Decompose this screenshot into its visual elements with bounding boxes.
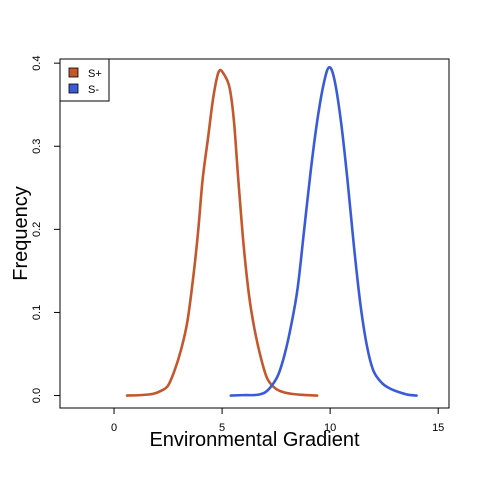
x-tick-label: 5 xyxy=(219,422,225,434)
x-axis: 0 5 10 15 xyxy=(111,408,444,434)
series-line-s-plus xyxy=(125,68,319,397)
y-tick-label: 0.3 xyxy=(31,139,43,154)
x-axis-title: Environmental Gradient xyxy=(149,429,360,451)
legend-label-s-plus: S+ xyxy=(88,68,102,80)
y-tick-label: 0.0 xyxy=(31,388,43,403)
y-axis: 0.0 0.1 0.2 0.3 0.4 xyxy=(31,56,60,403)
legend-swatch-s-minus xyxy=(68,83,79,94)
y-tick-label: 0.2 xyxy=(31,222,43,237)
y-tick-label: 0.4 xyxy=(31,56,43,71)
plot-frame xyxy=(59,58,450,409)
y-axis-title: Frequency xyxy=(10,186,32,281)
x-tick-label: 10 xyxy=(324,422,336,434)
series-line-s-minus xyxy=(229,65,418,397)
legend-swatch-s-plus xyxy=(68,67,79,78)
series-layer xyxy=(125,65,418,397)
legend-label-s-minus: S- xyxy=(88,84,99,96)
y-tick-label: 0.1 xyxy=(31,305,43,320)
x-tick-label: 15 xyxy=(432,422,444,434)
x-tick-label: 0 xyxy=(111,422,117,434)
legend: S+ S- xyxy=(59,58,110,102)
legend-box xyxy=(59,58,110,102)
